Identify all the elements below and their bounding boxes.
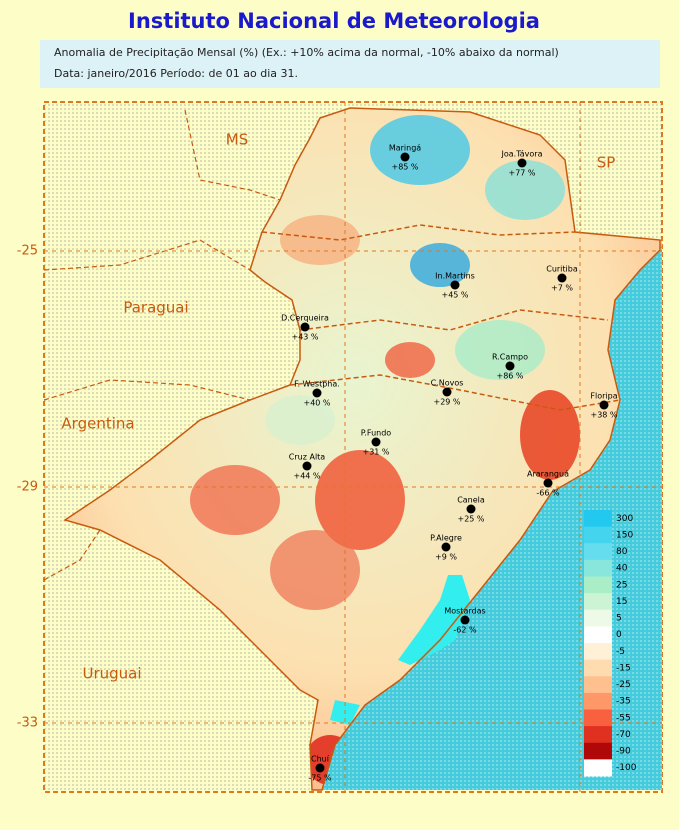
- legend-label: -90: [616, 747, 631, 757]
- station-name: P.Fundo: [361, 429, 392, 438]
- station-dot: [400, 152, 410, 162]
- station-value: -75 %: [308, 774, 332, 783]
- legend-label: -5: [616, 647, 625, 657]
- station-dot: [371, 437, 381, 447]
- station-value: +7 %: [551, 284, 573, 293]
- legend-label: 80: [616, 547, 628, 557]
- station-value: +85 %: [391, 163, 418, 172]
- legend-label: 150: [616, 530, 633, 540]
- legend-label: -25: [616, 680, 631, 690]
- legend-swatch: [584, 643, 612, 661]
- legend-label: 40: [616, 564, 628, 574]
- legend-swatch: [584, 659, 612, 677]
- legend-swatch: [584, 709, 612, 727]
- station-dot: [557, 273, 567, 283]
- station-value: +9 %: [435, 553, 457, 562]
- station-dot: [450, 280, 460, 290]
- legend-swatch: [584, 593, 612, 611]
- station-dot: [466, 504, 476, 514]
- station-name: C.Novos: [431, 379, 464, 388]
- legend-swatch: [584, 626, 612, 644]
- station-value: +40 %: [303, 399, 330, 408]
- region-label: Paraguai: [123, 299, 188, 317]
- station-name: P.Alegre: [430, 534, 462, 543]
- legend-label: 15: [616, 597, 627, 607]
- ocean: [322, 240, 662, 790]
- station-value: -62 %: [453, 626, 477, 635]
- station-dot: [312, 388, 322, 398]
- station-value: +25 %: [457, 515, 484, 524]
- station-value: +86 %: [496, 372, 523, 381]
- legend-swatch: [584, 543, 612, 561]
- station-dot: [505, 361, 515, 371]
- station-name: Cruz Alta: [289, 453, 326, 462]
- legend-swatch: [584, 609, 612, 627]
- legend-swatch: [584, 559, 612, 577]
- legend-swatch: [584, 676, 612, 694]
- station-dot: [543, 478, 553, 488]
- station-value: +38 %: [590, 411, 617, 420]
- legend-swatch: [584, 510, 612, 528]
- region-label: Argentina: [61, 415, 134, 433]
- station-value: +29 %: [433, 398, 460, 407]
- station-dot: [599, 400, 609, 410]
- station-name: Curitiba: [546, 265, 578, 274]
- station-dot: [517, 158, 527, 168]
- legend-swatch: [584, 576, 612, 594]
- region-label: Uruguai: [82, 665, 141, 683]
- info-line: Anomalia de Precipitação Mensal (%) (Ex.…: [54, 46, 559, 59]
- legend-swatch: [584, 759, 612, 777]
- station-dot: [441, 542, 451, 552]
- station-dot: [302, 461, 312, 471]
- station-name: Araranguá: [527, 470, 569, 479]
- lagoon: [398, 575, 470, 665]
- station-value: +43 %: [291, 333, 318, 342]
- station-name: Joa.Távora: [501, 150, 543, 159]
- station-name: In.Martins: [435, 272, 475, 281]
- legend-swatch: [584, 526, 612, 544]
- legend-label: -35: [616, 697, 631, 707]
- latitude-label: -29: [17, 480, 38, 495]
- station-name: Chuí: [311, 755, 330, 764]
- state-border: [261, 224, 621, 411]
- legend-label: -70: [616, 730, 631, 740]
- info-box: [40, 40, 660, 88]
- legend-label: 25: [616, 580, 627, 590]
- legend-swatch: [584, 742, 612, 760]
- legend-label: 0: [616, 630, 622, 640]
- station-name: F. Westpha.: [294, 380, 340, 389]
- station-name: Floripa: [590, 392, 617, 401]
- station-name: R.Campo: [492, 353, 528, 362]
- region-label: MS: [226, 131, 248, 149]
- station-value: +44 %: [293, 472, 320, 481]
- info-line: Data: janeiro/2016 Período: de 01 ao dia…: [54, 67, 298, 80]
- station-dot: [460, 615, 470, 625]
- legend-label: 5: [616, 614, 622, 624]
- station-value: +45 %: [441, 291, 468, 300]
- legend-swatch: [584, 692, 612, 710]
- country-border: [43, 109, 281, 581]
- legend-label: -55: [616, 713, 631, 723]
- station-value: -66 %: [536, 489, 560, 498]
- legend-label: -15: [616, 663, 631, 673]
- region-label: SP: [597, 154, 616, 172]
- station-dot: [300, 322, 310, 332]
- graticule: [44, 102, 662, 792]
- station-name: Mostardas: [444, 607, 485, 616]
- station-name: Canela: [457, 496, 485, 505]
- title: Instituto Nacional de Meteorologia: [128, 9, 540, 33]
- legend-label: 300: [616, 514, 633, 524]
- station-dot: [442, 387, 452, 397]
- station-name: Maringá: [389, 144, 421, 153]
- latitude-label: -33: [17, 716, 38, 731]
- station-value: +77 %: [508, 169, 535, 178]
- legend-label: -100: [616, 763, 637, 773]
- legend-swatch: [584, 726, 612, 744]
- station-name: D.Cerqueira: [281, 314, 329, 323]
- station-value: +31 %: [362, 448, 389, 457]
- latitude-label: -25: [17, 244, 38, 259]
- station-dot: [315, 763, 325, 773]
